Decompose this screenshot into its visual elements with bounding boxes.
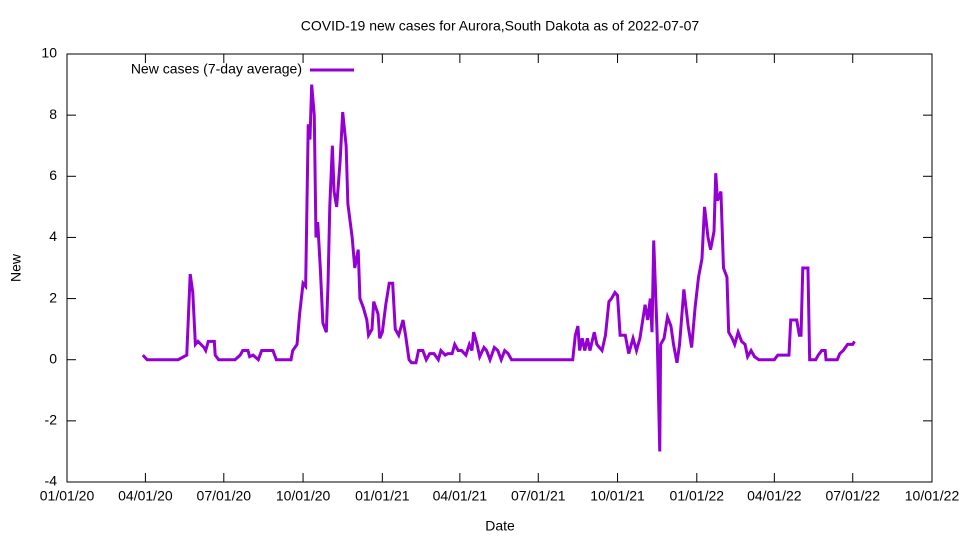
x-tick-label: 10/01/21 bbox=[590, 488, 645, 504]
y-tick-label: 4 bbox=[49, 228, 57, 244]
x-tick-label: 07/01/20 bbox=[197, 488, 252, 504]
y-tick-label: 8 bbox=[49, 106, 57, 122]
x-tick-label: 04/01/21 bbox=[433, 488, 488, 504]
x-axis-label: Date bbox=[485, 518, 515, 534]
x-tick-label: 01/01/21 bbox=[355, 488, 410, 504]
plot-frame bbox=[66, 53, 933, 483]
x-tick-label: 04/01/20 bbox=[118, 488, 173, 504]
x-tick-label: 10/01/22 bbox=[905, 488, 960, 504]
x-tick-label: 07/01/22 bbox=[825, 488, 880, 504]
y-axis-label: New bbox=[8, 253, 24, 282]
x-tick-label: 07/01/21 bbox=[511, 488, 566, 504]
data-line bbox=[141, 84, 856, 452]
y-tick-label: -4 bbox=[45, 473, 58, 489]
x-tick-label: 04/01/22 bbox=[747, 488, 802, 504]
x-tick-label: 01/01/22 bbox=[670, 488, 725, 504]
x-tick-label: 01/01/20 bbox=[40, 488, 95, 504]
y-tick-label: -2 bbox=[45, 412, 58, 428]
y-tick-label: 6 bbox=[49, 167, 57, 183]
legend-label: New cases (7-day average) bbox=[131, 61, 302, 77]
chart-title: COVID-19 new cases for Aurora,South Dako… bbox=[301, 18, 700, 34]
y-tick-label: 2 bbox=[49, 289, 57, 305]
y-tick-label: 10 bbox=[41, 45, 57, 61]
y-tick-label: 0 bbox=[49, 350, 57, 366]
x-tick-label: 10/01/20 bbox=[276, 488, 331, 504]
